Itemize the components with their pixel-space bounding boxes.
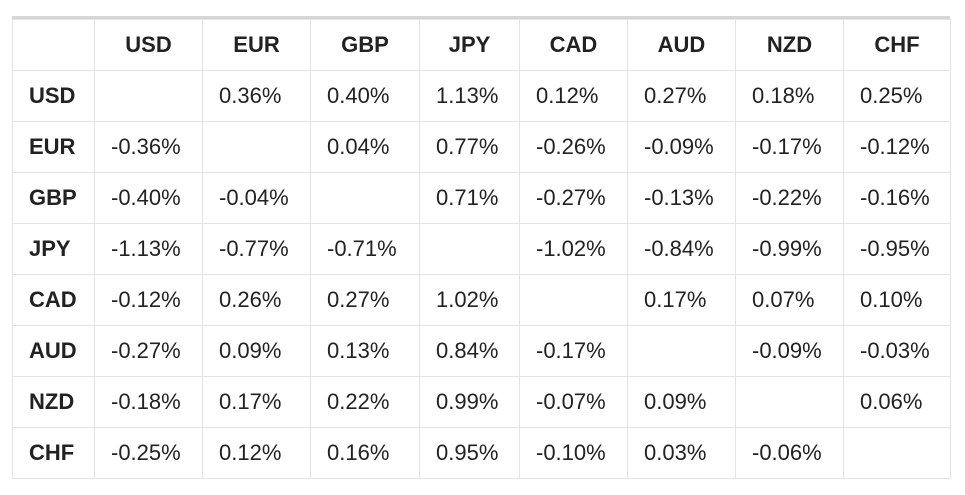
table-cell: 0.16% (310, 427, 420, 479)
table-cell: 0.09% (202, 325, 311, 377)
table-cell: 0.95% (419, 427, 520, 479)
table-cell: -0.17% (735, 121, 844, 173)
table-cell (735, 376, 844, 428)
table-cell: -0.03% (843, 325, 951, 377)
table-cell: 0.26% (202, 274, 311, 326)
table-cell: 0.03% (627, 427, 736, 479)
column-header-gbp: GBP (310, 19, 420, 71)
column-header-chf: CHF (843, 19, 951, 71)
row-header-cad: CAD (12, 274, 95, 326)
row-header-nzd: NZD (12, 376, 95, 428)
row-header-chf: CHF (12, 427, 95, 479)
table-cell: -0.27% (94, 325, 203, 377)
table-cell (310, 172, 420, 224)
table-row-nzd: NZD -0.18% 0.17% 0.22% 0.99% -0.07% 0.09… (12, 376, 951, 428)
table-cell: -0.18% (94, 376, 203, 428)
table-cell: -0.25% (94, 427, 203, 479)
table-cell: -0.26% (519, 121, 628, 173)
row-header-usd: USD (12, 70, 95, 122)
corner-cell (12, 19, 95, 71)
table-cell: -0.40% (94, 172, 203, 224)
table-cell (627, 325, 736, 377)
table-cell (202, 121, 311, 173)
table-cell: 0.18% (735, 70, 844, 122)
table-cell: -0.71% (310, 223, 420, 275)
table-cell: -0.17% (519, 325, 628, 377)
table-row-gbp: GBP -0.40% -0.04% 0.71% -0.27% -0.13% -0… (12, 172, 951, 224)
table-cell: 0.99% (419, 376, 520, 428)
table-cell: -0.09% (627, 121, 736, 173)
table-row-aud: AUD -0.27% 0.09% 0.13% 0.84% -0.17% -0.0… (12, 325, 951, 377)
row-header-jpy: JPY (12, 223, 95, 275)
table-cell: -1.13% (94, 223, 203, 275)
currency-heatmap-table: USD EUR GBP JPY CAD AUD NZD CHF USD 0.36… (12, 19, 951, 479)
table-cell: 0.09% (627, 376, 736, 428)
table-cell: -0.84% (627, 223, 736, 275)
table-cell: -0.16% (843, 172, 951, 224)
table-cell: 0.04% (310, 121, 420, 173)
table-cell: 0.17% (202, 376, 311, 428)
table-cell: 0.10% (843, 274, 951, 326)
table-cell: 0.06% (843, 376, 951, 428)
table-cell: -0.27% (519, 172, 628, 224)
table-top-rule (12, 16, 950, 19)
column-header-usd: USD (94, 19, 203, 71)
table-cell: 0.27% (310, 274, 420, 326)
table-cell: 0.27% (627, 70, 736, 122)
table-cell: -0.10% (519, 427, 628, 479)
table-cell: -0.04% (202, 172, 311, 224)
column-header-cad: CAD (519, 19, 628, 71)
table-row-cad: CAD -0.12% 0.26% 0.27% 1.02% 0.17% 0.07%… (12, 274, 951, 326)
table-cell: 0.22% (310, 376, 420, 428)
table-row-jpy: JPY -1.13% -0.77% -0.71% -1.02% -0.84% -… (12, 223, 951, 275)
table-row-usd: USD 0.36% 0.40% 1.13% 0.12% 0.27% 0.18% … (12, 70, 951, 122)
table-cell: 1.13% (419, 70, 520, 122)
table-cell: 0.12% (519, 70, 628, 122)
table-cell: 0.40% (310, 70, 420, 122)
table-cell: -0.07% (519, 376, 628, 428)
header-row: USD EUR GBP JPY CAD AUD NZD CHF (12, 19, 951, 71)
column-header-nzd: NZD (735, 19, 844, 71)
table-cell: -0.99% (735, 223, 844, 275)
table-cell: 0.12% (202, 427, 311, 479)
row-header-eur: EUR (12, 121, 95, 173)
table-cell: -0.12% (843, 121, 951, 173)
table-cell: -0.36% (94, 121, 203, 173)
table-cell: -0.12% (94, 274, 203, 326)
column-header-aud: AUD (627, 19, 736, 71)
table-cell: 0.25% (843, 70, 951, 122)
table-cell: 0.36% (202, 70, 311, 122)
row-header-gbp: GBP (12, 172, 95, 224)
table-cell (94, 70, 203, 122)
table-cell: 1.02% (419, 274, 520, 326)
column-header-eur: EUR (202, 19, 311, 71)
table-cell (843, 427, 951, 479)
table-cell: 0.84% (419, 325, 520, 377)
table-cell: -0.95% (843, 223, 951, 275)
table-row-chf: CHF -0.25% 0.12% 0.16% 0.95% -0.10% 0.03… (12, 427, 951, 479)
column-header-jpy: JPY (419, 19, 520, 71)
table-cell (519, 274, 628, 326)
table-cell: -1.02% (519, 223, 628, 275)
row-header-aud: AUD (12, 325, 95, 377)
table-cell: 0.13% (310, 325, 420, 377)
table-cell: -0.09% (735, 325, 844, 377)
table-cell: 0.71% (419, 172, 520, 224)
table-cell: -0.77% (202, 223, 311, 275)
table-cell: -0.06% (735, 427, 844, 479)
table-cell (419, 223, 520, 275)
table-cell: 0.77% (419, 121, 520, 173)
table-cell: 0.17% (627, 274, 736, 326)
table-cell: -0.22% (735, 172, 844, 224)
table-row-eur: EUR -0.36% 0.04% 0.77% -0.26% -0.09% -0.… (12, 121, 951, 173)
table-cell: -0.13% (627, 172, 736, 224)
table-cell: 0.07% (735, 274, 844, 326)
